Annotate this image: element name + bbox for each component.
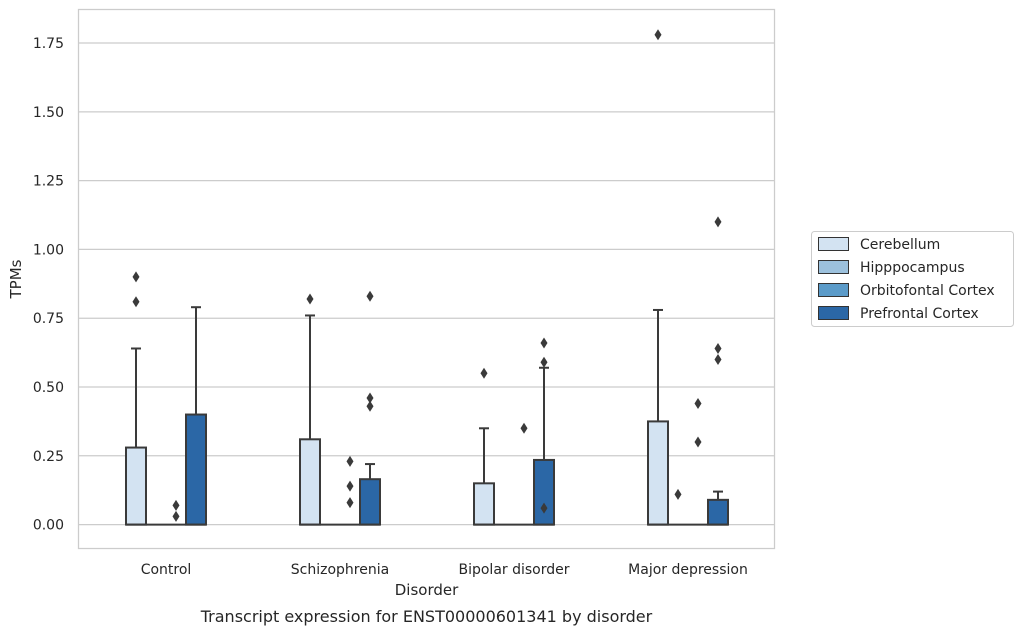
y-axis-label: TPMs — [7, 259, 25, 299]
outlier-point — [694, 398, 702, 410]
gridlines — [79, 42, 775, 526]
y-tick-label: 1.25 — [33, 174, 64, 190]
outlier-point — [654, 29, 662, 41]
figure-caption: Transcript expression for ENST0000060134… — [200, 607, 653, 626]
legend-frame — [811, 231, 1014, 327]
outlier-point — [346, 497, 354, 509]
outlier-point — [714, 353, 722, 365]
legend-swatch — [818, 260, 849, 274]
outlier-point — [132, 271, 140, 283]
outlier-point — [132, 296, 140, 308]
x-tick-label: Major depression — [628, 562, 748, 578]
y-tick-label: 1.75 — [33, 36, 64, 52]
y-tick-label: 1.00 — [33, 242, 64, 258]
x-tick-labels: Control Schizophrenia Bipolar disorder Majo… — [141, 562, 748, 578]
outlier-point — [540, 502, 548, 514]
outlier-point — [366, 392, 374, 404]
legend-label: Orbitofontal Cortex — [860, 283, 995, 299]
x-tick-label: Control — [141, 562, 192, 578]
outlier-point — [366, 400, 374, 412]
y-tick-label: 0.00 — [33, 518, 64, 534]
y-tick-labels: 0.00 0.25 0.50 0.75 1.00 1.25 1.50 1.75 — [33, 36, 64, 534]
boxes-layer — [125, 306, 729, 526]
box-prefrontal-cortex-schizophrenia — [359, 463, 381, 526]
outlier-point — [714, 216, 722, 228]
x-axis-label: Disorder — [395, 581, 459, 599]
y-tick-label: 1.50 — [33, 105, 64, 121]
legend-label: Hipppocampus — [860, 260, 965, 276]
x-tick-label: Bipolar disorder — [458, 562, 569, 578]
y-tick-label: 0.50 — [33, 380, 64, 396]
outlier-point — [306, 293, 314, 305]
box-body — [299, 438, 321, 526]
outlier-point — [366, 290, 374, 302]
box-body — [125, 446, 147, 526]
plot-frame — [77, 8, 776, 550]
box-cerebellum-schizophrenia — [299, 314, 321, 526]
legend-swatch — [818, 237, 849, 251]
box-body — [185, 413, 207, 526]
outlier-point — [694, 436, 702, 448]
outlier-point — [172, 499, 180, 511]
box-body — [473, 482, 495, 526]
outlier-point — [674, 488, 682, 500]
box-cerebellum-major-depression — [647, 308, 669, 526]
box-body — [707, 498, 729, 526]
legend-label: Prefrontal Cortex — [860, 306, 979, 322]
outlier-point — [480, 367, 488, 379]
box-prefrontal-cortex-bipolar-disorder — [533, 366, 555, 526]
outlier-point — [540, 337, 548, 349]
box-body — [359, 478, 381, 526]
outlier-point — [172, 510, 180, 522]
outlier-point — [540, 356, 548, 368]
legend-label: Cerebellum — [860, 237, 940, 253]
box-cerebellum-bipolar-disorder — [473, 427, 495, 526]
box-prefrontal-cortex-major-depression — [707, 490, 729, 526]
box-body — [647, 420, 669, 526]
y-tick-label: 0.75 — [33, 311, 64, 327]
outlier-point — [714, 342, 722, 354]
x-tick-label: Schizophrenia — [291, 562, 389, 578]
outlier-point — [346, 455, 354, 467]
legend-swatch — [818, 283, 849, 297]
y-tick-label: 0.25 — [33, 449, 64, 465]
outlier-point — [346, 480, 354, 492]
legend-swatch — [818, 306, 849, 320]
outlier-point — [520, 422, 528, 434]
box-body — [533, 458, 555, 526]
box-prefrontal-cortex-control — [185, 306, 207, 526]
legend: Cerebellum Hipppocampus Orbitofontal Corte… — [811, 231, 1014, 327]
outliers-layer — [132, 29, 722, 522]
box-cerebellum-control — [125, 347, 147, 526]
